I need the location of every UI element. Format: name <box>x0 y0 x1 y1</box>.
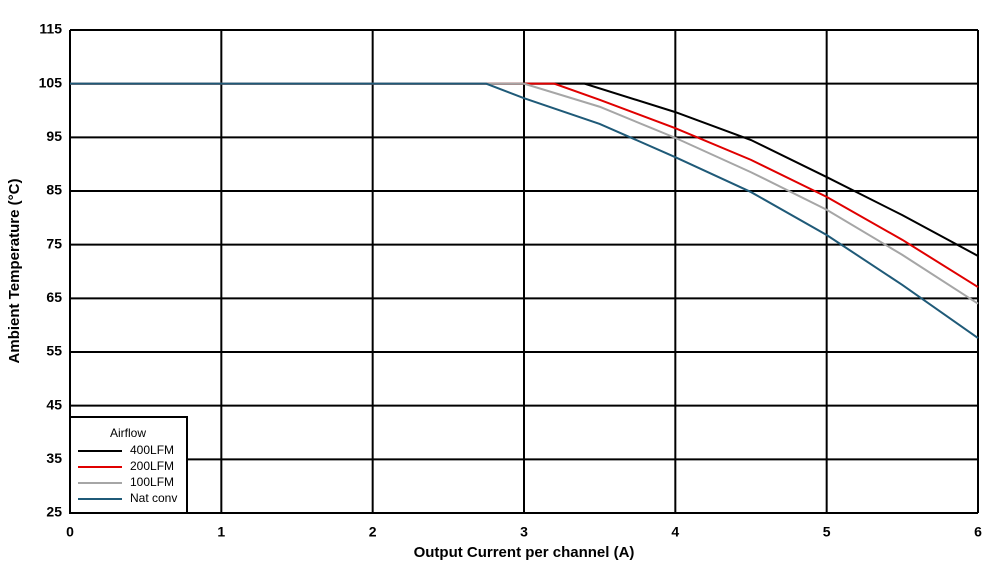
series-line <box>70 82 979 339</box>
y-tick-label: 115 <box>39 21 62 37</box>
legend-box <box>69 416 188 514</box>
series-line <box>70 82 979 288</box>
y-tick-label: 45 <box>46 396 62 412</box>
legend-label: 200LFM <box>130 459 174 473</box>
y-tick-label: 85 <box>46 182 62 198</box>
legend-label: 100LFM <box>130 475 174 489</box>
series-line <box>70 82 979 305</box>
y-tick-label: 55 <box>46 343 62 359</box>
x-tick-label: 3 <box>520 524 528 540</box>
y-axis-title: Ambient Temperature (°C) <box>6 179 23 364</box>
x-tick-label: 6 <box>974 524 982 540</box>
x-tick-label: 1 <box>217 524 225 540</box>
x-tick-label: 2 <box>369 524 377 540</box>
x-tick-label: 0 <box>66 524 74 540</box>
y-tick-label: 105 <box>39 74 63 90</box>
x-axis-title: Output Current per channel (A) <box>414 544 635 561</box>
y-tick-label: 95 <box>46 128 62 144</box>
y-tick-label: 25 <box>46 504 62 520</box>
y-tick-label: 65 <box>46 289 62 305</box>
y-tick-label: 75 <box>46 235 62 251</box>
legend-title: Airflow <box>110 426 146 440</box>
legend-label: 400LFM <box>130 443 174 457</box>
legend-label: Nat conv <box>130 491 177 505</box>
x-tick-label: 4 <box>671 524 679 540</box>
y-tick-label: 35 <box>46 450 62 466</box>
series-line <box>70 82 979 257</box>
x-tick-label: 5 <box>823 524 831 540</box>
